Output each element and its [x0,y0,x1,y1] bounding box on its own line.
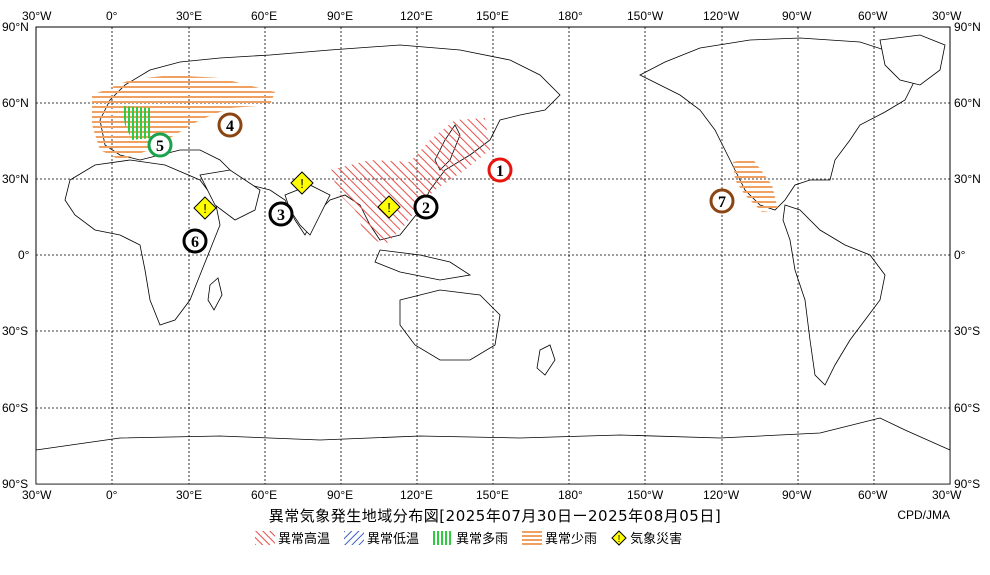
south-america [782,204,886,386]
lon-label: 60°E [251,488,277,502]
lat-label: 60°N [954,96,981,110]
marker-4[interactable]: 4 [217,112,243,138]
legend-high-temp: 異常高温 [255,528,330,547]
legend-low-temp: 異常低温 [344,528,419,547]
marker-7[interactable]: 7 [709,188,735,214]
lat-label: 30°N [954,172,981,186]
area-high-temp-asia [330,118,490,245]
disaster-marker[interactable]: ! [377,195,401,219]
marker-6[interactable]: 6 [182,228,208,254]
lon-label: 180° [558,9,583,23]
lon-label: 90°E [327,488,353,502]
lon-label: 150°E [476,488,509,502]
lon-label: 120°E [400,9,433,23]
lat-label: 30°S [2,324,28,338]
lon-label: 90°W [782,9,812,23]
legend-label-high-temp: 異常高温 [278,532,331,547]
legend-label-disaster: 気象災害 [630,532,683,547]
marker-7-label: 7 [718,194,726,211]
legend-label-low-temp: 異常低温 [367,532,420,547]
lon-label: 120°W [703,9,740,23]
lon-label: 0° [106,9,118,23]
marker-5-label: 5 [156,138,164,155]
lat-label: 60°S [954,401,980,415]
area-light-rain-mexico [733,158,778,212]
lon-label: 150°W [627,488,664,502]
lat-label: 90°S [2,477,28,491]
lon-label: 30°W [932,9,962,23]
legend-swatch-disaster: ! [611,529,627,546]
disaster-marker[interactable]: ! [290,171,314,195]
lon-label: 90°E [327,9,353,23]
lon-label: 120°E [400,488,433,502]
new-zealand [536,344,556,376]
disaster-icon: ! [300,176,304,191]
lat-label: 0° [954,248,966,262]
lon-label: 30°E [176,488,202,502]
svg-text:!: ! [618,534,621,545]
marker-5[interactable]: 5 [147,132,173,158]
disaster-icon: ! [387,200,391,215]
legend-swatch-high-temp [255,530,275,545]
marker-1-label: 1 [496,163,504,180]
lat-label: 60°S [2,401,28,415]
top-longitude-labels: 30°W 0° 30°E 60°E 90°E 120°E 150°E 180° … [22,9,962,23]
disaster-marker[interactable]: ! [193,196,217,220]
left-latitude-labels: 90°N 60°N 30°N 0° 30°S 60°S 90°S [2,20,30,491]
madagascar [207,277,223,311]
bottom-longitude-labels: 30°W 0° 30°E 60°E 90°E 120°E 150°E 180° … [22,488,962,502]
africa [64,159,221,326]
lon-label: 30°E [176,9,202,23]
lat-label: 60°N [2,96,29,110]
marker-2[interactable]: 2 [413,194,439,220]
disaster-markers: ! ! ! [193,171,401,220]
area-heavy-rain-europe [122,106,152,140]
lat-label: 30°N [2,172,29,186]
anomaly-areas [92,75,778,245]
marker-2-label: 2 [422,200,430,217]
lon-label: 150°W [627,9,664,23]
lon-label: 30°W [22,488,52,502]
lon-label: 0° [106,488,118,502]
marker-4-label: 4 [226,118,234,135]
marker-3[interactable]: 3 [268,201,294,227]
lon-label: 60°W [858,9,888,23]
legend-swatch-light-rain [522,530,543,545]
lon-label: 180° [558,488,583,502]
numbered-markers: 1 2 3 4 5 6 7 [147,112,735,254]
legend-label-heavy-rain: 異常多雨 [456,532,509,547]
lat-label: 90°S [954,477,980,491]
lat-label: 30°S [954,324,980,338]
lon-label: 30°W [932,488,962,502]
australia [399,289,501,361]
legend: 異常高温 異常低温 異常多雨 異常少雨 ! 気象災害 [255,528,682,547]
lon-label: 60°W [858,488,888,502]
lon-label: 120°W [703,488,740,502]
legend-swatch-low-temp [344,530,365,545]
credit-label: CPD/JMA [897,508,950,522]
marker-6-label: 6 [191,234,199,251]
lon-label: 150°E [476,9,509,23]
legend-heavy-rain: 異常多雨 [433,528,508,547]
map-title: 異常気象発生地域分布図[2025年07月30日ー2025年08月05日] [268,507,722,525]
right-latitude-labels: 90°N 60°N 30°N 0° 30°S 60°S 90°S [954,20,981,491]
north-america [639,37,916,211]
lon-label: 30°W [22,9,52,23]
legend-label-light-rain: 異常少雨 [545,532,598,547]
disaster-icon: ! [203,201,207,216]
marker-3-label: 3 [277,207,285,224]
legend-disaster: ! 気象災害 [611,528,682,547]
arabia [199,169,261,221]
lon-label: 90°W [782,488,812,502]
lat-label: 90°N [2,20,29,34]
lat-label: 90°N [954,20,981,34]
lon-label: 60°E [251,9,277,23]
legend-light-rain: 異常少雨 [522,528,597,547]
greenland [879,34,946,86]
legend-swatch-heavy-rain [433,530,454,545]
maritime-se-asia [374,249,472,281]
lat-label: 0° [18,248,30,262]
marker-1[interactable]: 1 [487,157,513,183]
